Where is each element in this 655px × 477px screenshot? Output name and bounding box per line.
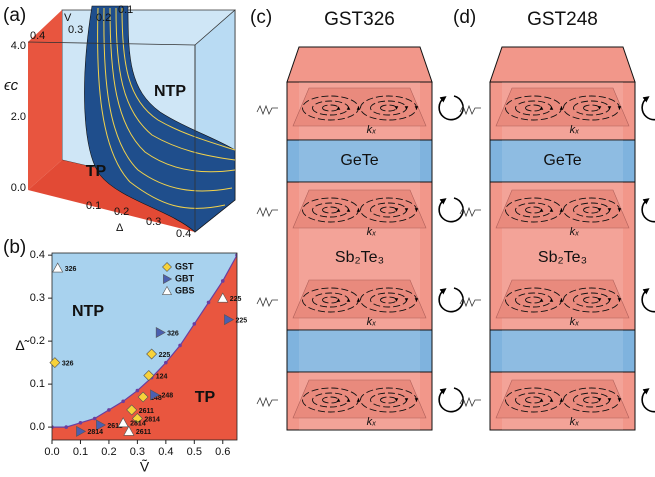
k-label: kₓ [367,316,377,328]
axis-label: ϵc [4,77,19,94]
boundary-point [121,400,125,404]
y-axis-label: Δ̃ [15,337,29,353]
boundary-point [193,322,197,326]
boundary-point [221,279,225,283]
tick-label: 0.3 [68,24,83,36]
stack-panel: (d) GST248 GeTe Sb₂Te₃ kₓ kₓ kₓ kₓ [453,7,655,430]
tick-label: 0.1 [86,200,101,212]
layer-shade [299,330,420,372]
point-label: 326 [65,266,77,273]
k-label: kₓ [367,124,377,136]
top-face [490,47,635,82]
x-tick-label: 0.3 [130,446,145,458]
boundary-point [64,425,68,429]
boundary-point [79,421,83,425]
circulation [439,288,463,312]
boundary-point [136,389,140,393]
squiggle [257,208,278,216]
k-label: kₓ [570,124,580,136]
layer-label: GeTe [340,152,378,169]
region-label: TP [195,389,216,406]
tick-label: 0.4 [176,228,191,240]
layer-label: Sb₂Te₃ [538,249,587,266]
point-label: 225 [235,317,247,324]
x-tick-label: 0.6 [215,446,230,458]
panels-cd: (c) GST326 GeTe Sb₂Te₃ kₓ kₓ kₓ kₓ (d) GST248 GeTe… [250,7,655,430]
circulation [642,198,655,222]
x-tick-label: 0.2 [101,446,116,458]
x-tick-label: 0.1 [73,446,88,458]
legend-label: GBS [175,285,195,295]
x-tick-label: 0.4 [158,446,173,458]
x-axis-label: Ṽ [140,459,150,475]
legend-label: GBT [175,273,195,283]
k-label: kₓ [367,226,377,238]
layer-label: Sb₂Te₃ [335,249,384,266]
panel-label: (b) [3,237,26,258]
x-tick-label: 0.5 [187,446,202,458]
panel-title: GST248 [527,9,598,30]
figure: (a) V 0.4 0.3 0.2 0.1 4.0 2.0 0.0 ϵc 0.1… [0,0,655,477]
panel-b: (b) 0.0 0.1 0.2 0.3 0.4 0.0 0.1 0.2 0.3 0.4 0.5 0.6… [3,237,247,475]
circulation [439,96,463,120]
boundary-point [93,417,97,421]
squiggle [257,106,278,114]
top-face [287,47,432,82]
circulation [642,288,655,312]
tick-label: 0.1 [118,4,133,16]
tick-label: 4.0 [11,40,26,52]
k-label: kₓ [570,416,580,428]
panel-label: (a) [3,5,26,26]
tick-label: 0.2 [96,12,111,24]
circulation [439,388,463,412]
circulation [642,96,655,120]
point-label: 225 [230,296,242,303]
x-tick-label: 0.0 [44,446,59,458]
y-tick-label: 0.3 [30,292,45,304]
y-tick-label: 0.0 [30,421,45,433]
circulation [642,388,655,412]
point-label: 225 [159,352,171,359]
point-label: 2611 [136,429,151,436]
y-tick-label: 0.4 [30,249,45,261]
point-label: 124 [156,373,168,380]
point-label: 326 [62,360,74,367]
layer-shade [502,330,623,372]
boundary-point [207,301,211,305]
k-label: kₓ [570,226,580,238]
point-label: 2814 [130,421,146,428]
panel-title: GST326 [324,9,395,30]
circulation [439,198,463,222]
stack-panel: (c) GST326 GeTe Sb₂Te₃ kₓ kₓ kₓ kₓ [250,7,463,430]
layer-label: GeTe [543,152,581,169]
region-label: TP [86,163,107,180]
panel-a: (a) V 0.4 0.3 0.2 0.1 4.0 2.0 0.0 ϵc 0.1… [3,4,235,240]
tick-label: 0.0 [11,182,26,194]
k-label: kₓ [367,416,377,428]
region-label: NTP [72,303,104,320]
point-label: 2814 [144,416,160,423]
point-label: 326 [167,330,179,337]
squiggle [257,298,278,306]
panel-label: (c) [250,7,272,28]
y-tick-label: 0.1 [30,378,45,390]
squiggle [257,398,278,406]
legend-label: GST [175,261,194,271]
point-label: 2814 [87,429,103,436]
boundary-point [178,344,182,348]
axis-label: V [64,12,72,24]
tick-label: 0.3 [146,216,161,228]
point-label: 2611 [139,408,154,415]
y-tick-label: 0.2 [30,335,45,347]
point-label: 248 [161,393,173,400]
boundary-point [164,361,168,365]
tick-label: 0.4 [30,30,45,42]
boundary-point [107,408,111,412]
region-label: NTP [154,83,186,100]
tick-label: 2.0 [11,111,26,123]
k-label: kₓ [570,316,580,328]
axis-label: Δ [116,222,124,234]
panel-label: (d) [453,7,476,28]
tick-label: 0.2 [114,206,129,218]
